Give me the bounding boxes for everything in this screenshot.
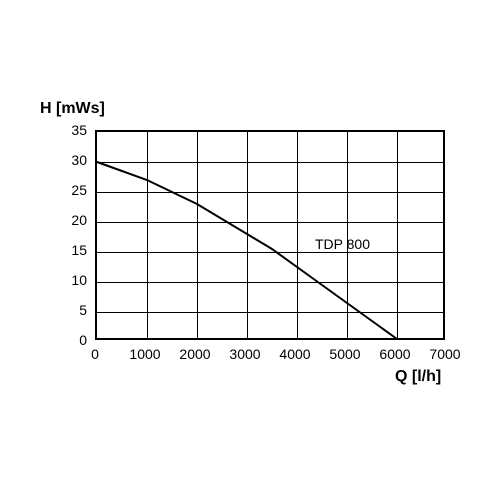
y-tick-label: 35 [71, 122, 87, 138]
x-tick-label: 5000 [329, 346, 360, 362]
x-tick-label: 4000 [279, 346, 310, 362]
y-tick-label: 0 [79, 332, 87, 348]
x-tick-label: 6000 [379, 346, 410, 362]
grid-line-h [97, 192, 443, 193]
grid-line-h [97, 162, 443, 163]
x-axis-title: Q [l/h] [395, 368, 441, 386]
x-tick-label: 3000 [229, 346, 260, 362]
y-tick-label: 15 [71, 242, 87, 258]
pump-curve-chart: H [mWs] Q [l/h] TDP 800 0 1000 2000 3000 400… [0, 0, 500, 500]
plot-area [95, 130, 445, 340]
y-tick-label: 5 [79, 302, 87, 318]
grid-line-h [97, 252, 443, 253]
grid-line-h [97, 312, 443, 313]
y-tick-label: 25 [71, 182, 87, 198]
y-tick-label: 30 [71, 152, 87, 168]
x-tick-label: 7000 [429, 346, 460, 362]
y-tick-label: 10 [71, 272, 87, 288]
grid-line-h [97, 282, 443, 283]
curve-svg [97, 132, 447, 342]
series-label: TDP 800 [315, 236, 370, 252]
x-tick-label: 0 [91, 346, 99, 362]
y-tick-label: 20 [71, 212, 87, 228]
x-tick-label: 2000 [179, 346, 210, 362]
x-tick-label: 1000 [129, 346, 160, 362]
grid-line-h [97, 222, 443, 223]
y-axis-title: H [mWs] [40, 100, 105, 118]
